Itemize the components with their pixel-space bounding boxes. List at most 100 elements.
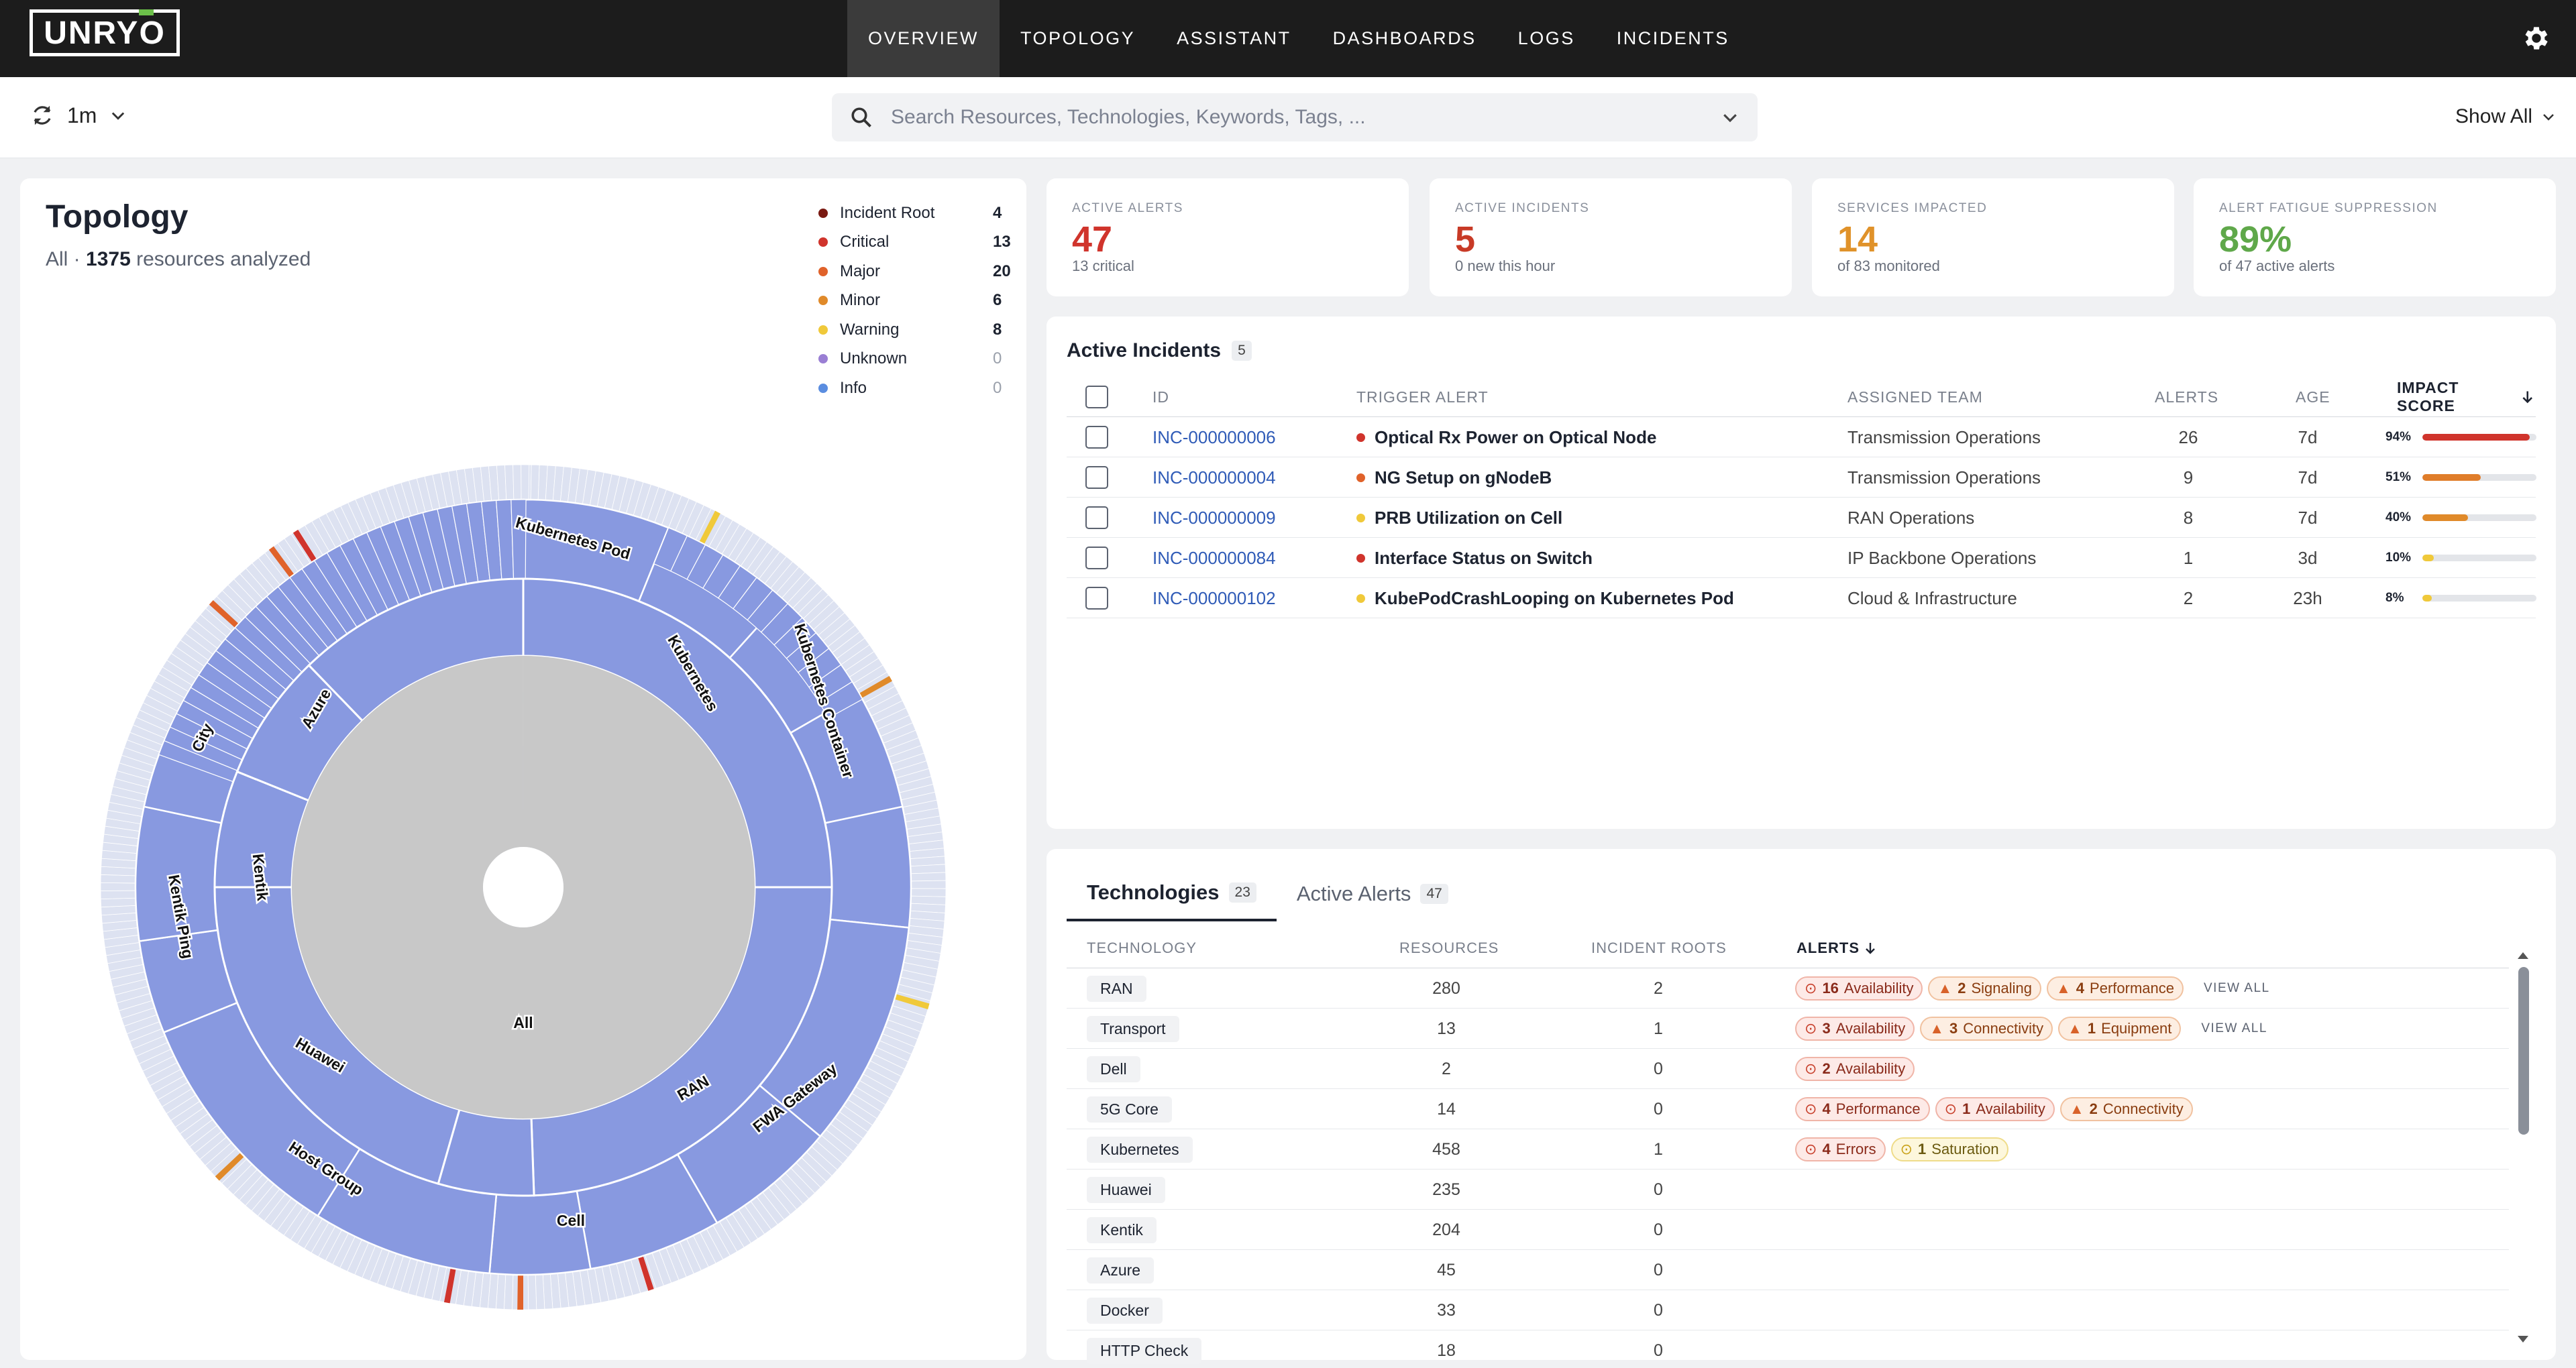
alert-category-chip[interactable]: ▲ 2 Signaling (1928, 976, 2042, 1001)
sunburst-segment[interactable] (818, 681, 863, 719)
sunburst-leaf-segment[interactable] (100, 897, 137, 908)
col-age[interactable]: AGE (2296, 388, 2330, 406)
view-all-link[interactable]: VIEW ALL (2204, 981, 2270, 995)
nav-assistant[interactable]: ASSISTANT (1177, 28, 1291, 48)
select-all-checkbox[interactable] (1085, 386, 1108, 408)
technology-name[interactable]: Dell (1087, 1056, 1140, 1082)
row-checkbox[interactable] (1085, 466, 1108, 489)
sunburst-alert-leaf[interactable] (894, 994, 930, 1010)
chevron-down-icon[interactable] (1720, 107, 1740, 127)
row-checkbox[interactable] (1085, 587, 1108, 610)
alert-category-chip[interactable]: ⊙ 4 Errors (1795, 1137, 1886, 1161)
view-all-link[interactable]: VIEW ALL (2201, 1021, 2267, 1035)
sunburst-alert-leaf[interactable] (209, 600, 239, 628)
nav-logs[interactable]: LOGS (1517, 28, 1575, 48)
incident-id-link[interactable]: INC-000000102 (1152, 587, 1276, 608)
col-impact-score[interactable]: IMPACT SCORE (2397, 377, 2536, 417)
technology-row[interactable]: Transport 13 1 ⊙ 3 Availability ▲ 3 Connectivity… (1067, 1009, 2509, 1049)
kpi-services-impacted[interactable]: SERVICES IMPACTED 14 of 83 monitored (1812, 178, 2174, 296)
alert-category-chip[interactable]: ⊙ 1 Saturation (1890, 1137, 2008, 1161)
legend-item[interactable]: Unknown 0 (818, 345, 1020, 374)
col-incident-roots[interactable]: INCIDENT ROOTS (1591, 939, 1727, 956)
sunburst-leaf-segment[interactable] (910, 880, 947, 889)
nav-incidents[interactable]: INCIDENTS (1616, 28, 1729, 48)
incident-row[interactable]: INC-000000102 KubePodCrashLooping on Kube… (1067, 578, 2536, 618)
col-alerts[interactable]: ALERTS (2155, 388, 2219, 406)
technology-row[interactable]: Huawei 235 0 (1067, 1170, 2509, 1210)
incident-row[interactable]: INC-000000006 Optical Rx Power on Optical… (1067, 417, 2536, 457)
technology-row[interactable]: RAN 280 2 ⊙ 16 Availability ▲ 2 Signaling ▲ 4 Perfo… (1067, 968, 2509, 1009)
sunburst-leaf-segment[interactable] (521, 464, 530, 500)
technology-row[interactable]: HTTP Check 18 0 (1067, 1330, 2509, 1368)
sunburst-leaf-segment[interactable] (504, 464, 515, 500)
technology-row[interactable]: Docker 33 0 (1067, 1290, 2509, 1330)
incident-row[interactable]: INC-000000084 Interface Status on Switch I… (1067, 538, 2536, 578)
alert-category-chip[interactable]: ▲ 4 Performance (2047, 976, 2184, 1001)
technology-name[interactable]: 5G Core (1087, 1096, 1172, 1123)
sunburst-root-all[interactable] (291, 656, 755, 1119)
alert-category-chip[interactable]: ⊙ 2 Availability (1795, 1057, 1915, 1081)
sunburst-leaf-segment[interactable] (513, 464, 522, 500)
col-id[interactable]: ID (1152, 388, 1169, 406)
sunburst-alert-leaf[interactable] (443, 1267, 456, 1304)
legend-item[interactable]: Incident Root 4 (818, 198, 1020, 228)
technology-name[interactable]: Kubernetes (1087, 1136, 1193, 1163)
sunburst-alert-leaf[interactable] (215, 1152, 245, 1181)
technology-row[interactable]: Kubernetes 458 1 ⊙ 4 Errors ⊙ 1 Saturation (1067, 1129, 2509, 1170)
tab-technologies[interactable]: Technologies 23 (1067, 866, 1277, 921)
technology-row[interactable]: Dell 2 0 ⊙ 2 Availability (1067, 1049, 2509, 1089)
technology-name[interactable]: Huawei (1087, 1176, 1165, 1203)
sunburst-alert-leaf[interactable] (859, 676, 892, 699)
row-checkbox[interactable] (1085, 547, 1108, 569)
col-assigned-team[interactable]: ASSIGNED TEAM (1847, 388, 1983, 406)
refresh-interval-select[interactable]: 1m (30, 103, 127, 128)
alert-category-chip[interactable]: ⊙ 3 Availability (1795, 1017, 1915, 1041)
row-checkbox[interactable] (1085, 506, 1108, 529)
sunburst-alert-leaf[interactable] (517, 1274, 523, 1310)
unryo-logo[interactable]: UNRYO (30, 9, 180, 56)
technology-name[interactable]: Kentik (1087, 1216, 1157, 1243)
sunburst-segment[interactable] (511, 499, 527, 579)
incident-id-link[interactable]: INC-000000006 (1152, 426, 1276, 447)
search-input[interactable]: Search Resources, Technologies, Keywords… (832, 93, 1758, 141)
sunburst-leaf-segment[interactable] (910, 888, 947, 897)
sunburst-alert-leaf[interactable] (292, 529, 317, 563)
legend-item[interactable]: Major 20 (818, 257, 1020, 286)
sunburst-segment[interactable] (488, 1190, 592, 1276)
incident-id-link[interactable]: INC-000000004 (1152, 467, 1276, 488)
incident-row[interactable]: INC-000000009 PRB Utilization on Cell RAN … (1067, 498, 2536, 538)
sunburst-alert-leaf[interactable] (268, 546, 294, 578)
technology-name[interactable]: HTTP Check (1087, 1337, 1202, 1364)
sunburst-segment[interactable] (824, 805, 912, 929)
tab-active-alerts[interactable]: Active Alerts 47 (1277, 866, 1468, 921)
col-technology[interactable]: TECHNOLOGY (1087, 939, 1197, 956)
technology-row[interactable]: 5G Core 14 0 ⊙ 4 Performance ⊙ 1 Availability ▲ 2 C… (1067, 1089, 2509, 1129)
sunburst-leaf-segment[interactable] (100, 890, 136, 900)
sunburst-leaf-segment[interactable] (100, 882, 136, 891)
kpi-active-incidents[interactable]: ACTIVE INCIDENTS 5 0 new this hour (1430, 178, 1792, 296)
alert-category-chip[interactable]: ▲ 1 Equipment (2058, 1017, 2182, 1041)
sunburst-leaf-segment[interactable] (527, 1274, 537, 1310)
sunburst-leaf-segment[interactable] (910, 872, 947, 882)
technology-name[interactable]: Transport (1087, 1015, 1179, 1042)
col-trigger-alert[interactable]: TRIGGER ALERT (1356, 388, 1489, 406)
scrollbar[interactable] (2516, 950, 2530, 1345)
technology-row[interactable]: Azure 45 0 (1067, 1250, 2509, 1290)
legend-item[interactable]: Warning 8 (818, 315, 1020, 345)
nav-topology[interactable]: TOPOLOGY (1020, 28, 1136, 48)
sunburst-alert-leaf[interactable] (637, 1255, 654, 1291)
gear-icon[interactable] (2521, 23, 2552, 54)
row-checkbox[interactable] (1085, 426, 1108, 449)
sunburst-leaf-segment[interactable] (100, 874, 136, 884)
scroll-down-icon[interactable] (2518, 1336, 2528, 1343)
technology-name[interactable]: RAN (1087, 975, 1146, 1002)
sunburst-leaf-segment[interactable] (535, 1273, 545, 1310)
technology-name[interactable]: Docker (1087, 1297, 1163, 1324)
nav-overview[interactable]: OVERVIEW (847, 0, 1000, 77)
scrollbar-thumb[interactable] (2518, 967, 2529, 1135)
legend-item[interactable]: Minor 6 (818, 286, 1020, 316)
alert-category-chip[interactable]: ▲ 3 Connectivity (1920, 1017, 2053, 1041)
alert-category-chip[interactable]: ⊙ 4 Performance (1795, 1097, 1930, 1121)
alert-category-chip[interactable]: ⊙ 1 Availability (1935, 1097, 2055, 1121)
